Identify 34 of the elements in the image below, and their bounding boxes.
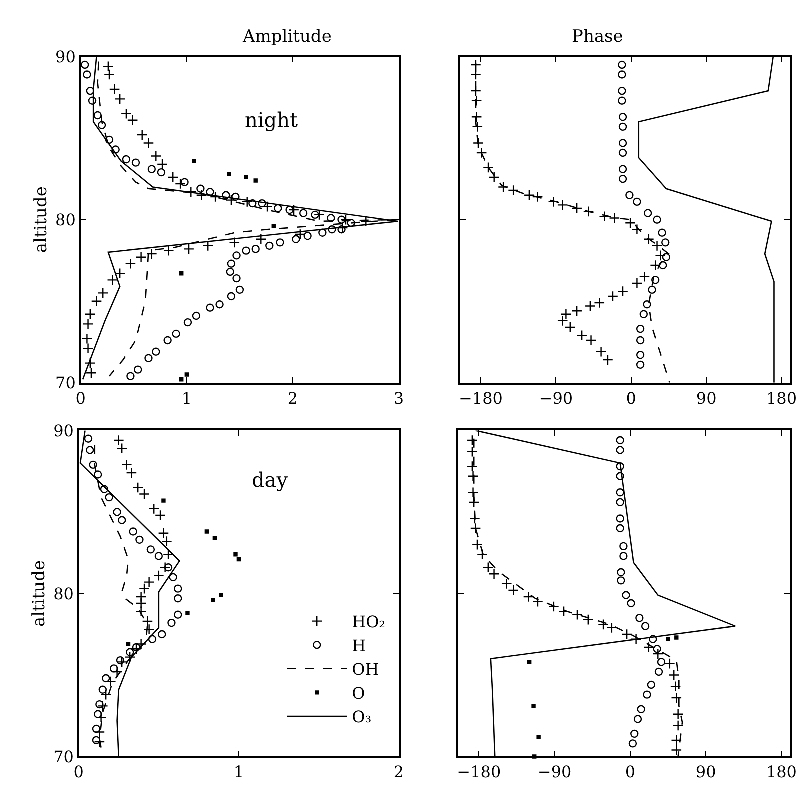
x-tick-label: 0: [626, 388, 636, 408]
x-tick-label: 90: [696, 388, 717, 408]
x-tick-label: 0: [74, 762, 84, 782]
y-tick-label: 90: [56, 47, 76, 66]
legend-label: H: [352, 636, 366, 656]
x-tick-label: 0: [76, 388, 86, 408]
x-tick-label: −90: [539, 388, 574, 408]
x-tick-label: −180: [459, 388, 503, 408]
x-tick-label: 3: [394, 388, 404, 408]
x-tick-label: 2: [394, 762, 404, 782]
chart-title: Phase: [572, 27, 624, 47]
x-tick-label: 90: [696, 762, 716, 782]
legend-label: O: [352, 684, 366, 703]
legend-label: OH: [352, 660, 380, 680]
legend-label: O₃: [352, 708, 372, 727]
x-tick-label: 1: [234, 762, 244, 782]
y-tick-label: 70: [56, 373, 76, 392]
legend-label: HO₂: [352, 612, 386, 632]
x-tick-label: 0: [625, 762, 636, 782]
annotation: night: [245, 108, 298, 132]
x-tick-label: 1: [182, 388, 192, 408]
x-tick-label: 180: [766, 762, 797, 782]
x-tick-label: −180: [457, 762, 502, 782]
y-tick-label: 90: [54, 421, 74, 440]
y-tick-label: 80: [56, 210, 76, 230]
chart-title: Amplitude: [242, 27, 332, 47]
x-tick-label: −90: [538, 762, 572, 782]
y-tick-label: 70: [54, 747, 74, 766]
y-tick-label: 80: [54, 584, 74, 604]
x-tick-label: 180: [766, 388, 798, 408]
y-axis-title: altitude: [30, 560, 50, 628]
y-axis-title: altitude: [32, 186, 52, 254]
x-tick-label: 2: [288, 388, 298, 408]
annotation: day: [252, 468, 289, 492]
